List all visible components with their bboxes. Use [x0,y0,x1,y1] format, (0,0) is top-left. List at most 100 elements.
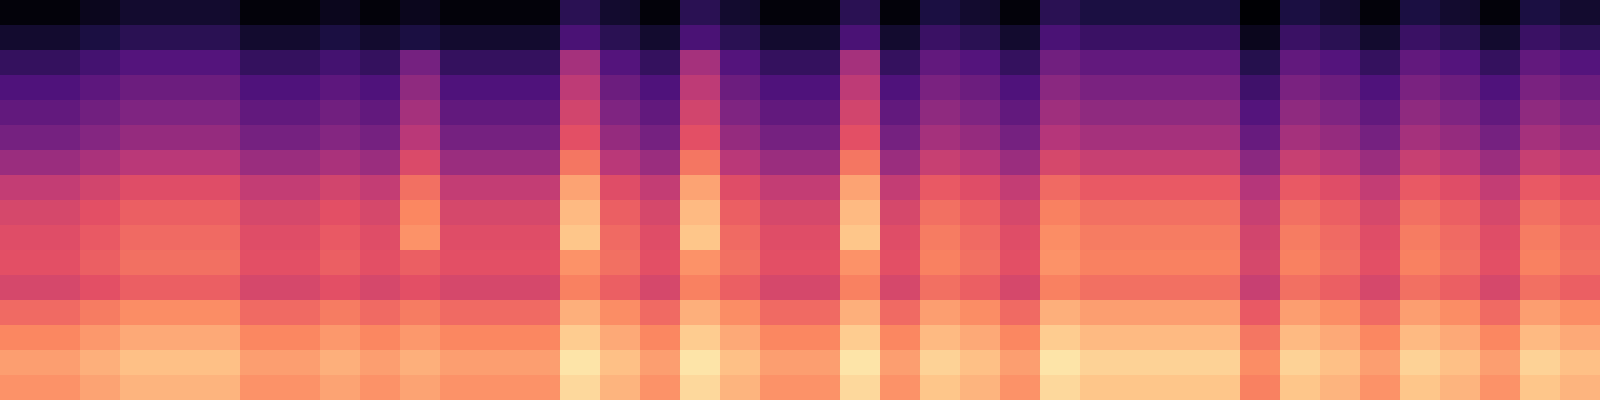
cell [1320,200,1361,226]
cell [360,25,401,51]
cell [600,150,641,176]
cell [1080,100,1121,126]
cell [640,100,681,126]
cell [1360,25,1401,51]
cell [1160,175,1201,201]
cell [280,25,321,51]
cell [1000,350,1041,376]
cell [360,125,401,151]
cell [400,350,441,376]
cell [1160,300,1201,326]
cell [560,275,601,301]
cell [1400,275,1441,301]
cell [0,150,41,176]
cell [360,275,401,301]
cell [600,100,641,126]
cell [720,175,761,201]
cell [600,0,641,26]
cell [1440,225,1481,251]
cell [160,150,201,176]
cell [1080,25,1121,51]
cell [40,0,81,26]
cell [1160,250,1201,276]
cell [480,0,521,26]
cell [1360,225,1401,251]
cell [600,175,641,201]
cell [880,75,921,101]
cell [520,200,561,226]
cell [1520,25,1561,51]
cell [1360,175,1401,201]
cell [800,175,841,201]
cell [360,300,401,326]
cell [1200,300,1241,326]
cell [640,325,681,351]
cell [80,100,121,126]
cell [800,350,841,376]
cell [1560,250,1600,276]
cell [120,100,161,126]
cell [1240,225,1281,251]
cell [960,0,1001,26]
cell [680,50,721,76]
cell [1320,325,1361,351]
cell [1360,125,1401,151]
cell [1040,325,1081,351]
cell [400,325,441,351]
cell [640,225,681,251]
cell [520,75,561,101]
cell [920,175,961,201]
cell [320,125,361,151]
cell [400,175,441,201]
cell [120,275,161,301]
cell [120,375,161,400]
cell [680,175,721,201]
cell [1040,25,1081,51]
cell [760,300,801,326]
cell [520,300,561,326]
cell [880,150,921,176]
cell [240,275,281,301]
cell [880,325,921,351]
cell [1320,225,1361,251]
cell [400,50,441,76]
cell [1040,150,1081,176]
cell [1480,300,1521,326]
cell [0,0,41,26]
cell [1280,325,1321,351]
cell [520,0,561,26]
cell [440,225,481,251]
cell [360,175,401,201]
cell [1120,25,1161,51]
cell [200,350,241,376]
cell [760,50,801,76]
cell [880,375,921,400]
cell [920,350,961,376]
cell [320,75,361,101]
cell [600,325,641,351]
cell [200,50,241,76]
cell [320,25,361,51]
cell [80,150,121,176]
cell [1280,275,1321,301]
cell [1320,375,1361,400]
cell [1200,0,1241,26]
cell [560,50,601,76]
cell [1000,225,1041,251]
cell [0,375,41,400]
cell [200,200,241,226]
cell [480,250,521,276]
cell [760,25,801,51]
cell [720,150,761,176]
cell [440,375,481,400]
cell [1160,375,1201,400]
cell [760,225,801,251]
cell [760,275,801,301]
cell [480,125,521,151]
cell [720,300,761,326]
cell [760,250,801,276]
cell [1120,100,1161,126]
cell [240,375,281,400]
cell [200,150,241,176]
cell [160,275,201,301]
